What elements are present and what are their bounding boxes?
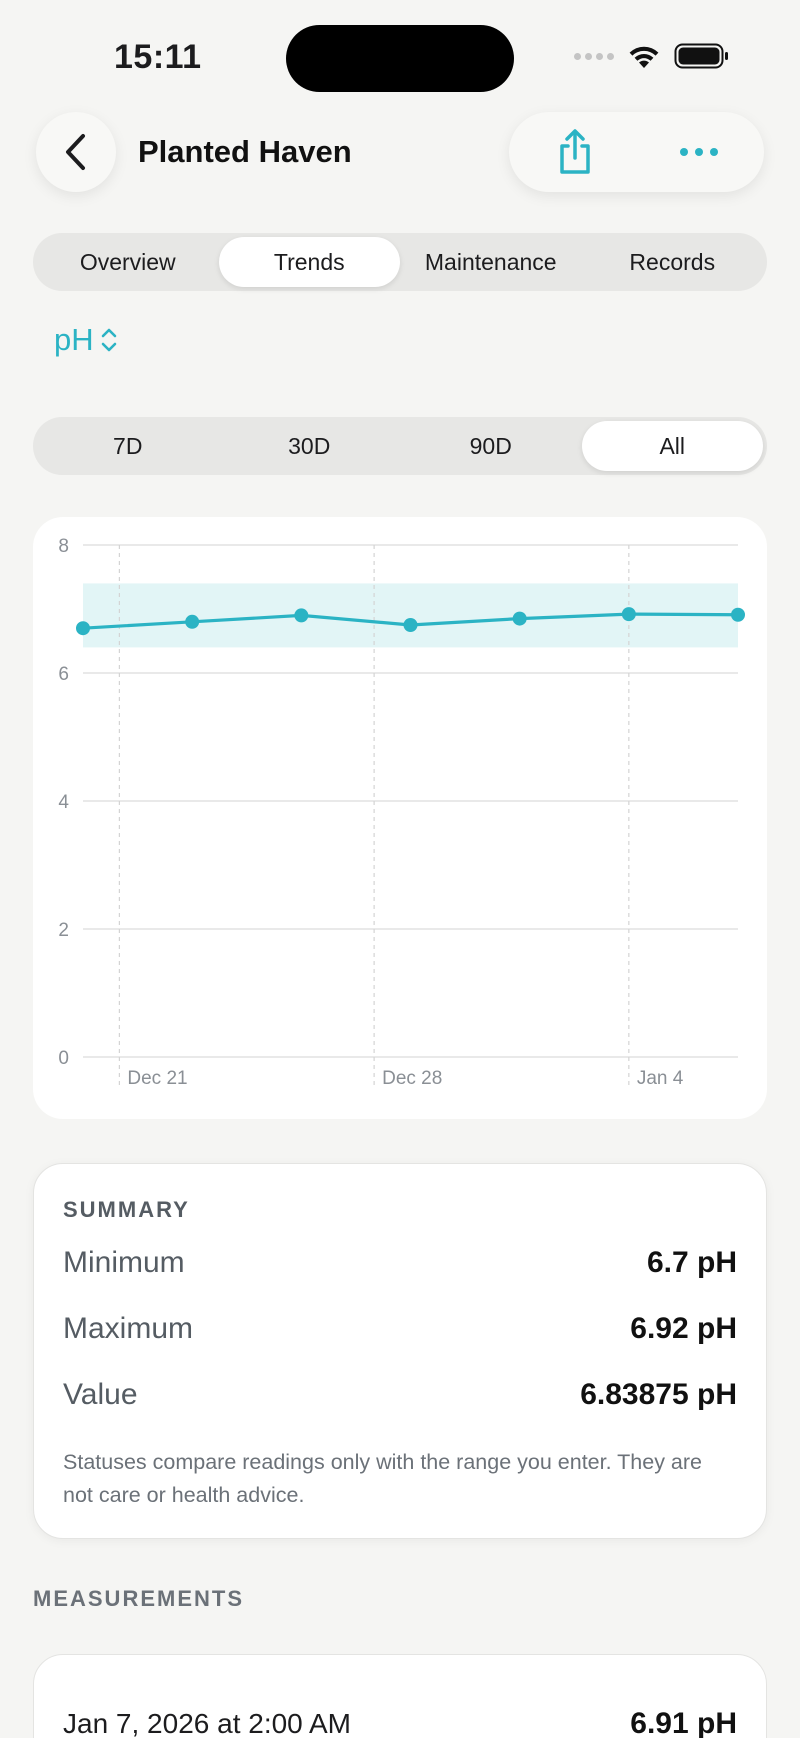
chevron-up-down-icon <box>101 328 116 352</box>
range-tab-30d[interactable]: 30D <box>288 432 331 459</box>
data-point <box>294 608 309 623</box>
header-actions <box>509 112 764 192</box>
tab-trends[interactable]: Trends <box>218 237 400 287</box>
x-tick-label: Dec 28 <box>382 1068 442 1089</box>
metric-picker[interactable]: pH <box>54 322 118 358</box>
range-tab-all[interactable]: All <box>581 421 763 471</box>
page-title: Planted Haven <box>138 134 352 169</box>
x-tick-label: Jan 4 <box>637 1068 684 1089</box>
battery-icon <box>674 43 728 69</box>
summary-label: Minimum <box>63 1246 185 1279</box>
x-tick-label: Dec 21 <box>127 1068 187 1089</box>
tab-overview[interactable]: Overview <box>79 248 176 275</box>
data-point <box>76 621 90 636</box>
measurement-row[interactable]: Jan 7, 2026 at 2:00 AM 6.91 pH <box>63 1707 737 1738</box>
summary-value: 6.92 pH <box>630 1312 737 1345</box>
range-tab-90d[interactable]: 90D <box>469 432 512 459</box>
summary-heading: SUMMARY <box>63 1197 190 1222</box>
measurements-list: Jan 7, 2026 at 2:00 AM 6.91 pH <box>33 1654 767 1738</box>
data-point <box>185 614 200 629</box>
data-point <box>621 607 636 622</box>
back-button[interactable] <box>36 112 116 192</box>
status-icons <box>574 42 730 70</box>
y-tick-label: 4 <box>58 792 69 813</box>
summary-card: SUMMARY Minimum 6.7 pH Maximum 6.92 pH V… <box>33 1163 767 1539</box>
dynamic-island <box>286 25 514 92</box>
measurement-value: 6.91 pH <box>630 1707 737 1738</box>
trend-chart-card: 0 2 4 6 8 Dec 21 Dec 28 Jan 4 <box>33 517 767 1119</box>
summary-disclaimer: Statuses compare readings only with the … <box>63 1450 703 1507</box>
ph-trend-chart: 0 2 4 6 8 Dec 21 Dec 28 Jan 4 <box>58 536 745 1089</box>
wifi-icon <box>629 46 659 68</box>
share-icon <box>560 129 590 174</box>
status-bar: 15:11 <box>0 0 800 110</box>
more-button[interactable] <box>671 124 727 180</box>
data-point <box>512 611 527 626</box>
metric-picker-label: pH <box>54 322 94 357</box>
y-tick-label: 2 <box>58 920 69 941</box>
section-tabs: Overview Trends Maintenance Records <box>33 233 767 291</box>
status-time: 15:11 <box>114 38 202 76</box>
tab-maintenance[interactable]: Maintenance <box>424 248 557 275</box>
summary-row-value: Value 6.83875 pH <box>63 1378 737 1412</box>
chevron-left-icon <box>66 134 85 170</box>
summary-value: 6.83875 pH <box>580 1378 737 1411</box>
summary-row-maximum: Maximum 6.92 pH <box>63 1312 737 1346</box>
tab-records[interactable]: Records <box>629 248 716 275</box>
y-tick-label: 6 <box>58 664 69 685</box>
summary-label: Maximum <box>63 1312 194 1345</box>
data-point <box>403 618 418 632</box>
cellular-signal-icon <box>574 52 614 60</box>
data-point <box>731 607 745 622</box>
summary-value: 6.7 pH <box>646 1246 737 1279</box>
measurements-heading: MEASUREMENTS <box>33 1586 245 1611</box>
range-tabs: 7D 30D 90D All <box>33 417 767 475</box>
ellipsis-icon <box>680 148 718 156</box>
measurement-date: Jan 7, 2026 at 2:00 AM <box>63 1708 351 1738</box>
y-tick-label: 0 <box>58 1048 69 1069</box>
summary-row-minimum: Minimum 6.7 pH <box>63 1246 737 1280</box>
share-button[interactable] <box>547 124 603 180</box>
range-tab-7d[interactable]: 7D <box>113 432 143 459</box>
y-tick-label: 8 <box>58 536 69 557</box>
summary-label: Value <box>63 1378 138 1411</box>
